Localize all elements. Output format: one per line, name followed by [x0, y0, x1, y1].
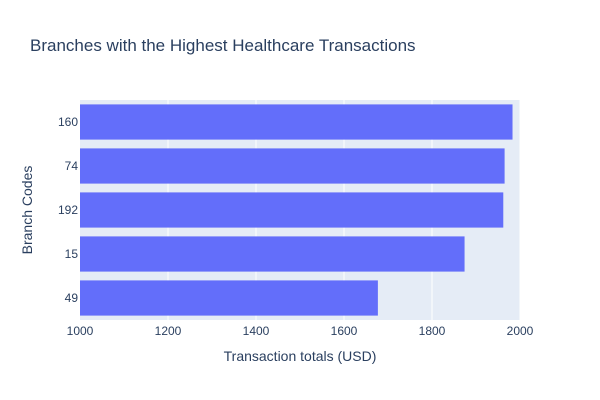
y-tick-labels: 160 74 192 15 49 — [58, 115, 78, 305]
x-tick-label: 1200 — [155, 324, 182, 338]
bar-49 — [80, 280, 378, 316]
bars — [80, 104, 513, 316]
x-tick-labels: 1000 1200 1400 1600 1800 2000 — [67, 324, 534, 338]
y-tick-label: 74 — [65, 159, 79, 173]
chart-title: Branches with the Highest Healthcare Tra… — [30, 36, 416, 55]
x-tick-label: 1400 — [243, 324, 270, 338]
y-tick-label: 160 — [58, 115, 78, 129]
x-tick-label: 1800 — [419, 324, 446, 338]
x-axis-title: Transaction totals (USD) — [224, 348, 377, 364]
x-tick-label: 1000 — [67, 324, 94, 338]
bar-160 — [80, 104, 513, 140]
y-tick-label: 15 — [65, 247, 79, 261]
y-tick-label: 192 — [58, 203, 78, 217]
x-tick-label: 2000 — [507, 324, 534, 338]
y-tick-label: 49 — [65, 291, 79, 305]
x-tick-label: 1600 — [331, 324, 358, 338]
bar-192 — [80, 192, 504, 228]
y-axis-title: Branch Codes — [19, 166, 35, 255]
bar-15 — [80, 236, 465, 272]
bar-74 — [80, 148, 505, 184]
